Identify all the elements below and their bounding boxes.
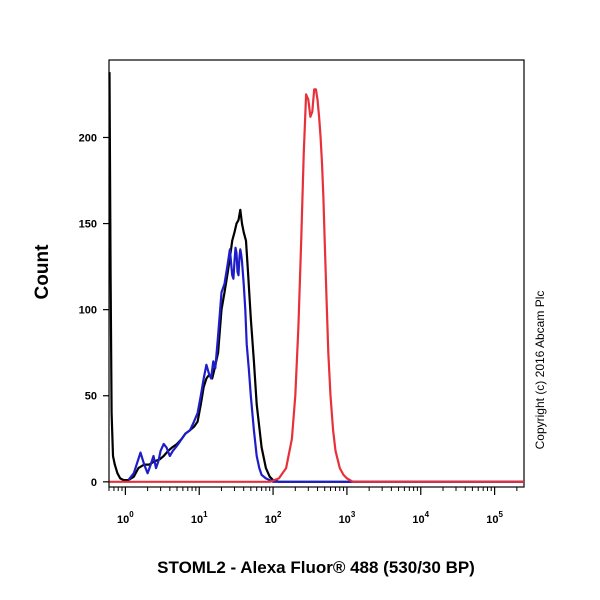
y-tick-label: 50 bbox=[85, 391, 97, 403]
y-axis-ticks: 0 50 100 150 200 bbox=[79, 132, 109, 489]
plot-frame bbox=[108, 59, 525, 488]
x-tick-label: 101 bbox=[191, 510, 208, 526]
series-line-1 bbox=[108, 72, 524, 483]
x-tick-label: 105 bbox=[486, 510, 503, 526]
series-line-2 bbox=[127, 246, 524, 483]
x-tick-label: 104 bbox=[412, 510, 429, 526]
x-tick-label: 100 bbox=[117, 510, 134, 526]
copyright-notice: Copyright (c) 2016 Abcam Plc bbox=[533, 291, 547, 450]
x-axis-minor-ticks bbox=[108, 487, 518, 491]
x-tick-label: 103 bbox=[339, 510, 356, 526]
y-tick-label: 150 bbox=[79, 219, 97, 231]
x-axis-title: STOML2 - Alexa Fluor® 488 (530/30 BP) bbox=[157, 558, 475, 577]
y-tick-label: 100 bbox=[79, 305, 97, 317]
series-line-3 bbox=[109, 88, 524, 483]
y-tick-label: 200 bbox=[79, 132, 97, 144]
y-axis-title: Count bbox=[32, 244, 53, 300]
series-layer bbox=[108, 72, 524, 483]
x-tick-label: 102 bbox=[265, 510, 282, 526]
y-tick-label: 0 bbox=[91, 477, 97, 489]
x-axis-major-ticks: 100 101 102 103 104 105 bbox=[117, 487, 504, 526]
